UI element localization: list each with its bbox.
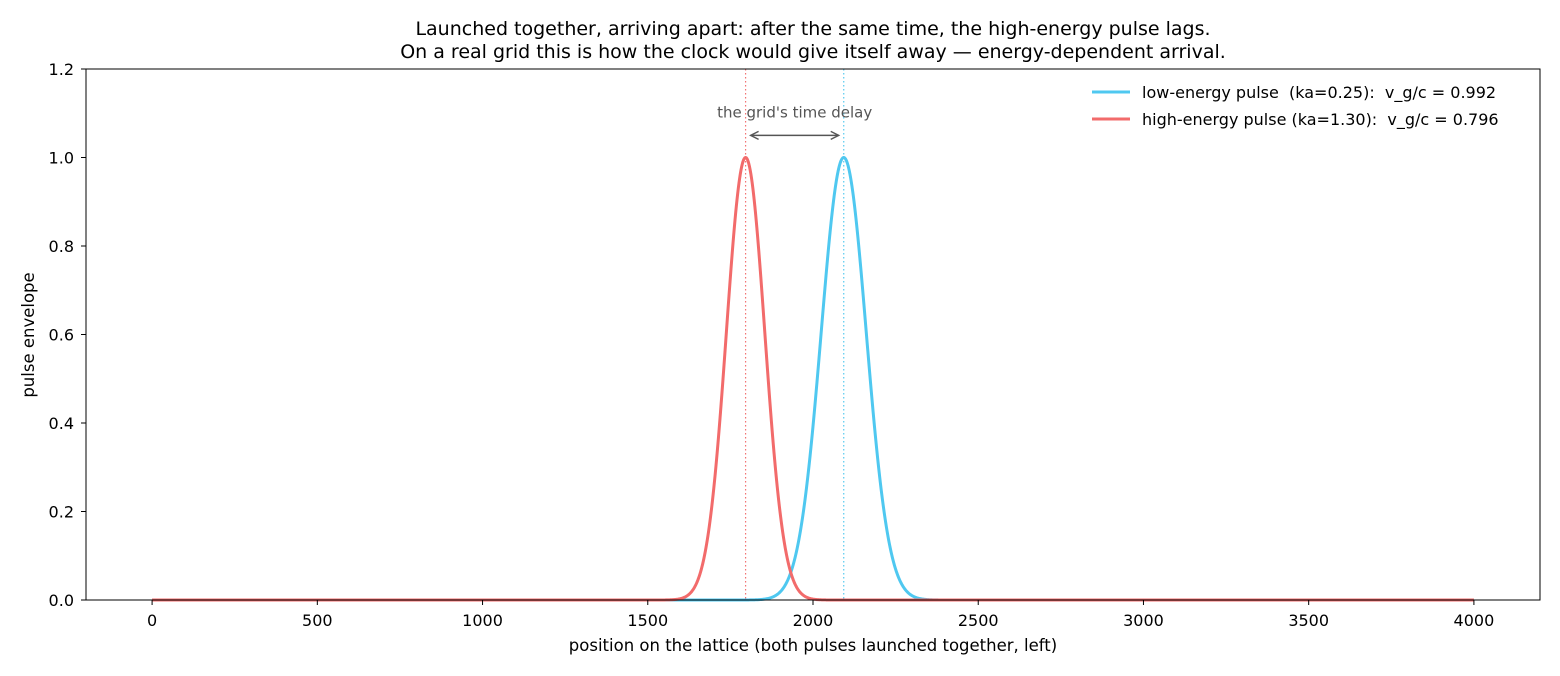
x-tick-label: 3500 — [1288, 611, 1329, 630]
annotation: the grid's time delay — [717, 103, 872, 141]
x-tick-label: 2000 — [793, 611, 834, 630]
annotation-arrowhead-left — [749, 130, 759, 141]
x-axis-ticks: 0 500 1000 1500 2000 2500 3000 3500 4000 — [147, 600, 1494, 630]
y-axis-label: pulse envelope — [19, 272, 38, 397]
annotation-arrowhead-right — [830, 130, 841, 141]
y-tick-label: 0.8 — [49, 237, 74, 256]
legend: low-energy pulse (ka=0.25): v_g/c = 0.99… — [1092, 83, 1499, 130]
y-tick-label: 0.4 — [49, 414, 74, 433]
x-tick-label: 3000 — [1123, 611, 1164, 630]
plot-area — [151, 69, 1475, 602]
plot-frame — [85, 68, 1541, 601]
chart-title-line-1: Launched together, arriving apart: after… — [415, 18, 1210, 40]
legend-item-low-energy: low-energy pulse (ka=0.25): v_g/c = 0.99… — [1092, 83, 1496, 103]
high-energy-pulse-line — [151, 156, 1475, 602]
y-tick-label: 0.0 — [49, 591, 74, 610]
legend-label: low-energy pulse (ka=0.25): v_g/c = 0.99… — [1142, 83, 1496, 103]
y-tick-label: 1.2 — [49, 60, 74, 79]
y-tick-label: 0.2 — [49, 503, 74, 522]
x-tick-label: 4000 — [1454, 611, 1495, 630]
x-axis-label: position on the lattice (both pulses lau… — [569, 636, 1057, 655]
x-tick-label: 1000 — [462, 611, 503, 630]
x-tick-label: 1500 — [627, 611, 668, 630]
x-tick-label: 500 — [302, 611, 333, 630]
annotation-text: the grid's time delay — [717, 103, 872, 121]
legend-item-high-energy: high-energy pulse (ka=1.30): v_g/c = 0.7… — [1092, 110, 1499, 130]
low-energy-pulse-line — [151, 156, 1475, 602]
chart-title-line-2: On a real grid this is how the clock wou… — [400, 41, 1226, 63]
y-tick-label: 1.0 — [49, 149, 74, 168]
legend-label: high-energy pulse (ka=1.30): v_g/c = 0.7… — [1142, 110, 1499, 130]
chart-title: Launched together, arriving apart: after… — [400, 18, 1226, 63]
y-axis-ticks: 0.0 0.2 0.4 0.6 0.8 1.0 1.2 — [49, 60, 86, 610]
x-tick-label: 2500 — [958, 611, 999, 630]
y-tick-label: 0.6 — [49, 326, 74, 345]
x-tick-label: 0 — [147, 611, 157, 630]
